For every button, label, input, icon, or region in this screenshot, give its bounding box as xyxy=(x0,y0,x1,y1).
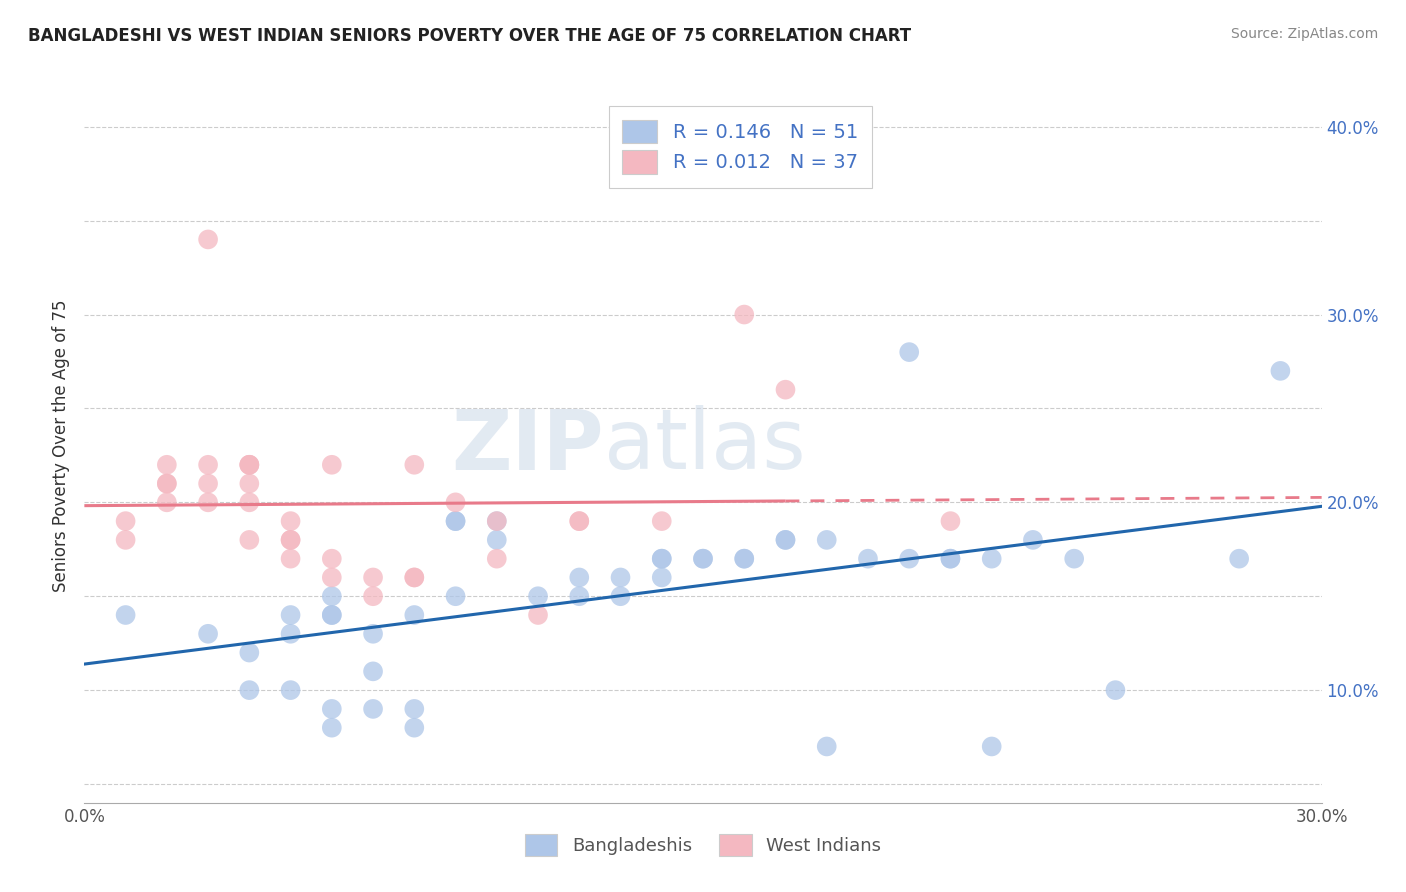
Point xyxy=(609,589,631,603)
Point xyxy=(238,458,260,472)
Point xyxy=(939,551,962,566)
Point xyxy=(404,721,426,735)
Point xyxy=(197,458,219,472)
Point xyxy=(197,232,219,246)
Point xyxy=(775,533,797,547)
Point xyxy=(1063,551,1085,566)
Point xyxy=(114,607,136,622)
Point xyxy=(815,739,838,754)
Point xyxy=(404,570,426,584)
Point xyxy=(280,533,302,547)
Point xyxy=(527,607,550,622)
Point xyxy=(527,589,550,603)
Point xyxy=(280,627,302,641)
Point xyxy=(361,702,384,716)
Y-axis label: Seniors Poverty Over the Age of 75: Seniors Poverty Over the Age of 75 xyxy=(52,300,70,592)
Point xyxy=(444,495,467,509)
Point xyxy=(321,458,343,472)
Legend: Bangladeshis, West Indians: Bangladeshis, West Indians xyxy=(516,825,890,865)
Point xyxy=(1270,364,1292,378)
Point xyxy=(856,551,879,566)
Point xyxy=(651,551,673,566)
Point xyxy=(444,514,467,528)
Text: ZIP: ZIP xyxy=(451,406,605,486)
Point xyxy=(444,589,467,603)
Point xyxy=(485,514,508,528)
Point xyxy=(280,607,302,622)
Point xyxy=(568,589,591,603)
Point xyxy=(197,627,219,641)
Point xyxy=(197,495,219,509)
Point xyxy=(156,476,179,491)
Point xyxy=(692,551,714,566)
Point xyxy=(114,514,136,528)
Point xyxy=(156,495,179,509)
Point xyxy=(692,551,714,566)
Point xyxy=(238,495,260,509)
Point xyxy=(197,476,219,491)
Point xyxy=(238,683,260,698)
Point xyxy=(444,514,467,528)
Point xyxy=(321,570,343,584)
Point xyxy=(361,570,384,584)
Point xyxy=(361,589,384,603)
Text: Source: ZipAtlas.com: Source: ZipAtlas.com xyxy=(1230,27,1378,41)
Point xyxy=(404,570,426,584)
Point xyxy=(280,683,302,698)
Point xyxy=(898,551,921,566)
Point xyxy=(815,533,838,547)
Point xyxy=(651,514,673,528)
Point xyxy=(280,551,302,566)
Point xyxy=(651,551,673,566)
Point xyxy=(980,739,1002,754)
Point xyxy=(733,551,755,566)
Point xyxy=(609,570,631,584)
Point xyxy=(404,607,426,622)
Point xyxy=(238,458,260,472)
Point xyxy=(733,308,755,322)
Point xyxy=(980,551,1002,566)
Point xyxy=(1022,533,1045,547)
Point xyxy=(156,458,179,472)
Point xyxy=(280,533,302,547)
Point xyxy=(404,702,426,716)
Point xyxy=(238,458,260,472)
Point xyxy=(485,551,508,566)
Point xyxy=(898,345,921,359)
Point xyxy=(485,533,508,547)
Point xyxy=(775,383,797,397)
Point xyxy=(361,665,384,679)
Point xyxy=(321,607,343,622)
Point xyxy=(321,551,343,566)
Point xyxy=(114,533,136,547)
Point xyxy=(939,551,962,566)
Point xyxy=(1227,551,1250,566)
Point xyxy=(321,607,343,622)
Text: atlas: atlas xyxy=(605,406,806,486)
Point xyxy=(156,476,179,491)
Point xyxy=(321,589,343,603)
Text: BANGLADESHI VS WEST INDIAN SENIORS POVERTY OVER THE AGE OF 75 CORRELATION CHART: BANGLADESHI VS WEST INDIAN SENIORS POVER… xyxy=(28,27,911,45)
Point xyxy=(733,551,755,566)
Point xyxy=(485,514,508,528)
Point xyxy=(568,514,591,528)
Point xyxy=(651,570,673,584)
Point xyxy=(404,458,426,472)
Point xyxy=(1104,683,1126,698)
Point xyxy=(568,514,591,528)
Point xyxy=(568,570,591,584)
Point xyxy=(321,721,343,735)
Point xyxy=(238,646,260,660)
Point xyxy=(321,702,343,716)
Point xyxy=(238,476,260,491)
Point xyxy=(939,514,962,528)
Point xyxy=(775,533,797,547)
Point xyxy=(361,627,384,641)
Point xyxy=(280,514,302,528)
Point xyxy=(238,533,260,547)
